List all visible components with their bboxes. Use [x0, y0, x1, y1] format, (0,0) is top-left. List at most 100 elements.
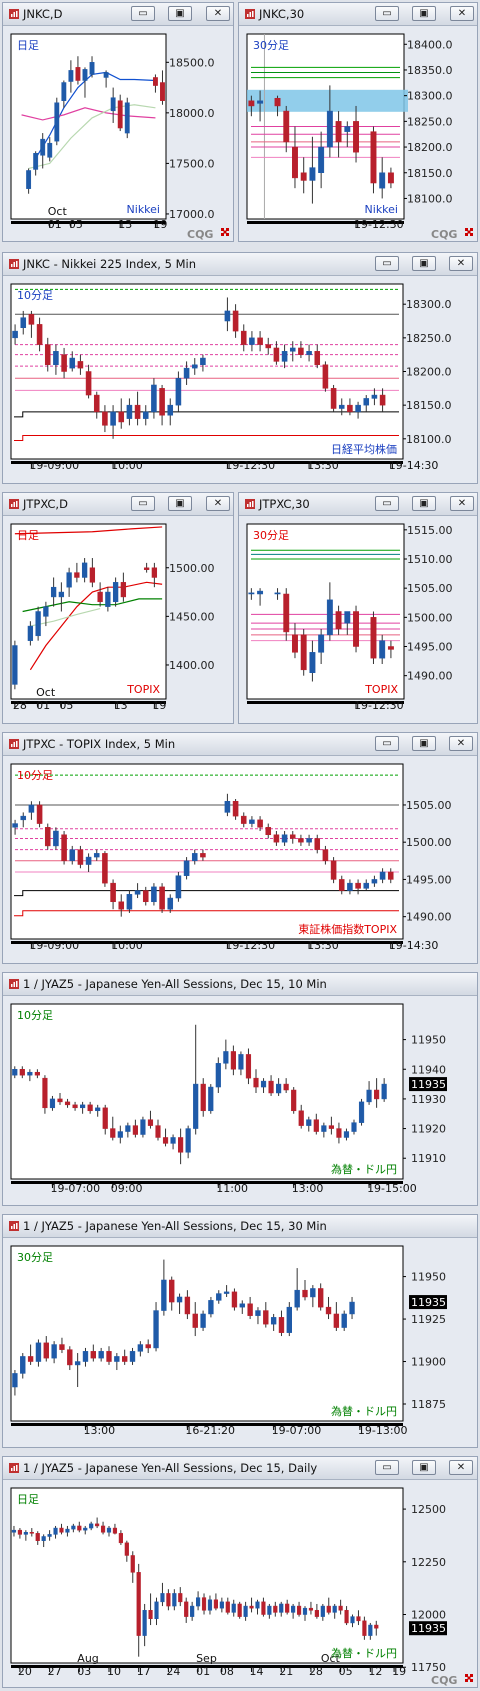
maximize-button[interactable]: ▣	[412, 736, 436, 751]
candlestick-chart[interactable]: 11950 11925 11900 11875 11935 13:00 16-21:20 19…	[3, 1238, 477, 1447]
panel-yen-10min[interactable]: 1 / JYAZ5 - Japanese Yen-All Sessions, D…	[2, 972, 478, 1206]
candle-body	[41, 1536, 46, 1541]
candle-body	[136, 1572, 141, 1636]
candlestick-chart[interactable]: 18300.0 18250.0 18200.0 18150.0 18100.0 19-09…	[3, 276, 477, 483]
maximize-button[interactable]: ▣	[168, 496, 192, 511]
close-button[interactable]: ✕	[206, 496, 230, 511]
panel-yen-daily[interactable]: 1 / JYAZ5 - Japanese Yen-All Sessions, D…	[2, 1456, 478, 1688]
y-tick-label: 11920	[411, 1123, 446, 1136]
candle-body	[105, 591, 111, 607]
chart-source-label: Nikkei	[365, 203, 398, 216]
candlestick-chart[interactable]: 11950 11940 11930 11920 11910 11935 19-07:00 09…	[3, 996, 477, 1205]
candle-body	[27, 625, 34, 641]
panel-jnkc-daily[interactable]: JNKC,D ▭ ▣ ✕ 18500.0 18000.0 17500.0 17000.…	[2, 2, 234, 242]
candle-body	[68, 70, 74, 82]
candle-body	[308, 1607, 314, 1611]
x-axis-bar	[11, 1423, 403, 1426]
candlestick-chart[interactable]: 1505.00 1500.00 1495.00 1490.00 19-09:00 10:0…	[3, 756, 477, 963]
candle-body	[82, 69, 88, 81]
close-button[interactable]: ✕	[449, 256, 473, 271]
y-tick-label: 11950	[411, 1271, 446, 1284]
candle-body	[137, 1344, 144, 1352]
candlestick-chart[interactable]: 18400.0 18350.0 18300.0 18250.0 18200.0 18150…	[239, 26, 477, 241]
panel-titlebar[interactable]: JNKC,30 ▭ ▣ ✕	[239, 3, 477, 26]
minimize-button[interactable]: ▭	[131, 6, 155, 21]
candle-body	[318, 146, 325, 174]
chart-window-icon	[9, 1463, 19, 1473]
close-button[interactable]: ✕	[206, 6, 230, 21]
moving-average-line	[28, 104, 156, 170]
moving-average-line	[30, 608, 101, 627]
x-tick-label: 27	[48, 1665, 62, 1678]
candle-body	[129, 1351, 136, 1362]
candle-body	[273, 347, 280, 362]
candlestick-chart[interactable]: 1515.00 1510.00 1505.00 1500.00 1495.00 1490.…	[239, 516, 477, 723]
close-button[interactable]: ✕	[450, 6, 474, 21]
chart-period-label: 日足	[17, 1493, 39, 1506]
panel-jnkc-30min[interactable]: JNKC,30 ▭ ▣ ✕ 18400.0 18350.0 18300.0 18250…	[238, 2, 478, 242]
chart-source-label: 東証株価指数TOPIX	[298, 922, 397, 936]
candle-body	[44, 344, 51, 366]
panel-nikkei-5min[interactable]: JNKC - Nikkei 225 Index, 5 Min ▭ ▣ ✕ 183…	[2, 252, 478, 484]
x-axis-bar	[247, 701, 404, 704]
panel-titlebar[interactable]: JTPXC - TOPIX Index, 5 Min ▭ ▣ ✕	[3, 733, 477, 756]
maximize-button[interactable]: ▣	[168, 6, 192, 21]
chart-period-label: 30分足	[17, 1251, 53, 1264]
minimize-button[interactable]: ▭	[375, 6, 399, 21]
panel-titlebar[interactable]: JNKC,D ▭ ▣ ✕	[3, 3, 233, 26]
panel-titlebar[interactable]: JTPXC,D ▭ ▣ ✕	[3, 493, 233, 516]
panel-titlebar[interactable]: 1 / JYAZ5 - Japanese Yen-All Sessions, D…	[3, 973, 477, 996]
candle-body	[118, 1533, 123, 1544]
close-button[interactable]: ✕	[449, 736, 473, 751]
candle-body	[240, 815, 247, 824]
close-button[interactable]: ✕	[450, 496, 474, 511]
candle-body	[53, 830, 59, 847]
panel-titlebar[interactable]: 1 / JYAZ5 - Japanese Yen-All Sessions, D…	[3, 1457, 477, 1480]
candle-body	[326, 599, 333, 636]
candlestick-chart[interactable]: 12500 12250 12000 11750 11935 20 27 03 10 17 24 01 0…	[3, 1480, 477, 1687]
candle-body	[274, 97, 281, 107]
x-tick-label: 20	[18, 1665, 32, 1678]
x-tick-label: 19	[152, 699, 166, 712]
panel-titlebar[interactable]: JTPXC,30 ▭ ▣ ✕	[239, 493, 477, 516]
minimize-button[interactable]: ▭	[131, 496, 155, 511]
candle-body	[172, 1593, 177, 1607]
candle-body	[176, 1296, 183, 1303]
candle-body	[27, 1071, 33, 1076]
maximize-button[interactable]: ▣	[412, 1460, 436, 1475]
candle-body	[249, 819, 255, 824]
candle-body	[358, 1101, 365, 1123]
candlestick-chart[interactable]: 1500.00 1450.00 1400.00 28 01 05 13 19 Oct 日足 TOPI…	[3, 516, 233, 723]
minimize-button[interactable]: ▭	[375, 496, 399, 511]
panel-yen-30min[interactable]: 1 / JYAZ5 - Japanese Yen-All Sessions, D…	[2, 1214, 478, 1448]
candle-body	[278, 1317, 285, 1333]
candle-body	[85, 856, 92, 865]
last-price-label: 11935	[411, 1296, 446, 1309]
candle-body	[124, 1542, 129, 1556]
candle-body	[102, 1107, 108, 1129]
candle-body	[155, 1125, 161, 1138]
candle-body	[283, 110, 290, 143]
y-tick-label: 18150.0	[406, 399, 452, 412]
close-button[interactable]: ✕	[449, 1460, 473, 1475]
candle-body	[190, 1605, 195, 1617]
candle-body	[43, 606, 49, 617]
candle-body	[126, 404, 133, 419]
candle-body	[302, 1607, 308, 1615]
candle-body	[117, 100, 123, 129]
maximize-button[interactable]: ▣	[412, 496, 436, 511]
candle-body	[232, 310, 239, 332]
candlestick-chart[interactable]: 18500.0 18000.0 17500.0 17000.0 01 05 13 19 Oct 日…	[3, 26, 233, 241]
panel-jtpxc-30min[interactable]: JTPXC,30 ▭ ▣ ✕ 1515.00 1510.00 1505.00 1500…	[238, 492, 478, 724]
maximize-button[interactable]: ▣	[412, 6, 436, 21]
candle-body	[231, 1603, 236, 1613]
candle-body	[191, 853, 198, 862]
minimize-button[interactable]: ▭	[375, 736, 399, 751]
panel-titlebar[interactable]: 1 / JYAZ5 - Japanese Yen-All Sessions, D…	[3, 1215, 477, 1238]
panel-titlebar[interactable]: JNKC - Nikkei 225 Index, 5 Min ▭ ▣ ✕	[3, 253, 477, 276]
panel-topix-5min[interactable]: JTPXC - TOPIX Index, 5 Min ▭ ▣ ✕ 1505.00…	[2, 732, 478, 964]
minimize-button[interactable]: ▭	[375, 256, 399, 271]
maximize-button[interactable]: ▣	[412, 256, 436, 271]
panel-jtpxc-daily[interactable]: JTPXC,D ▭ ▣ ✕ 1500.00 1450.00 1400.00 28 01 0…	[2, 492, 234, 724]
minimize-button[interactable]: ▭	[375, 1460, 399, 1475]
